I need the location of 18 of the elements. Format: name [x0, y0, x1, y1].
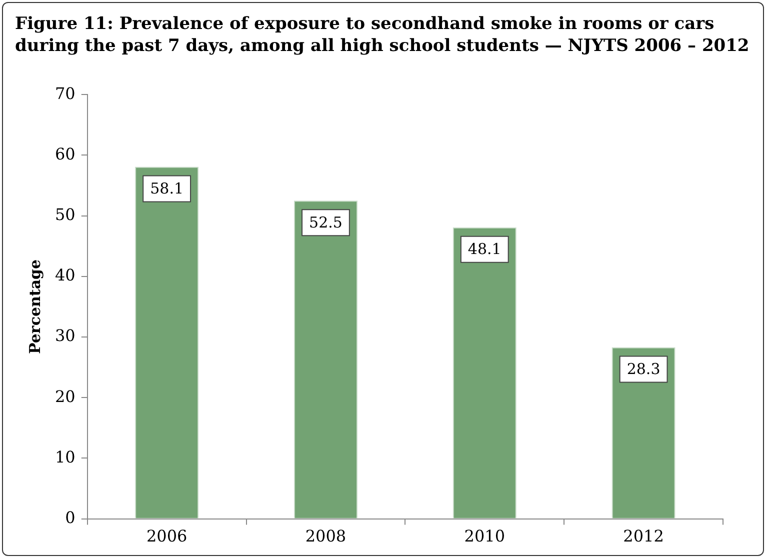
- y-tick-label: 10: [55, 447, 76, 466]
- x-tick-label: 2006: [146, 526, 188, 546]
- x-tick-label: 2012: [623, 526, 664, 546]
- y-tick-label: 20: [55, 386, 76, 406]
- chart-title: Figure 11: Prevalence of exposure to secondhand smoke in rooms or cars during the past 7 days, among all high school students — NJYTS 2006 – 2012: [15, 13, 750, 57]
- y-axis-title: Percentage: [26, 259, 44, 354]
- y-tick-label: 0: [65, 508, 76, 527]
- y-tick-label: 60: [55, 144, 76, 164]
- y-tick-label: 30: [55, 326, 76, 346]
- x-tick-label: 2010: [464, 526, 505, 546]
- y-tick-label: 50: [55, 204, 76, 224]
- data-label: 48.1: [468, 240, 502, 258]
- data-label: 28.3: [626, 360, 660, 378]
- x-tick-label: 2008: [305, 526, 346, 546]
- y-tick-label: 40: [55, 266, 76, 285]
- y-tick-label: 70: [55, 84, 76, 103]
- data-label: 58.1: [150, 180, 184, 198]
- data-label: 52.5: [309, 214, 342, 232]
